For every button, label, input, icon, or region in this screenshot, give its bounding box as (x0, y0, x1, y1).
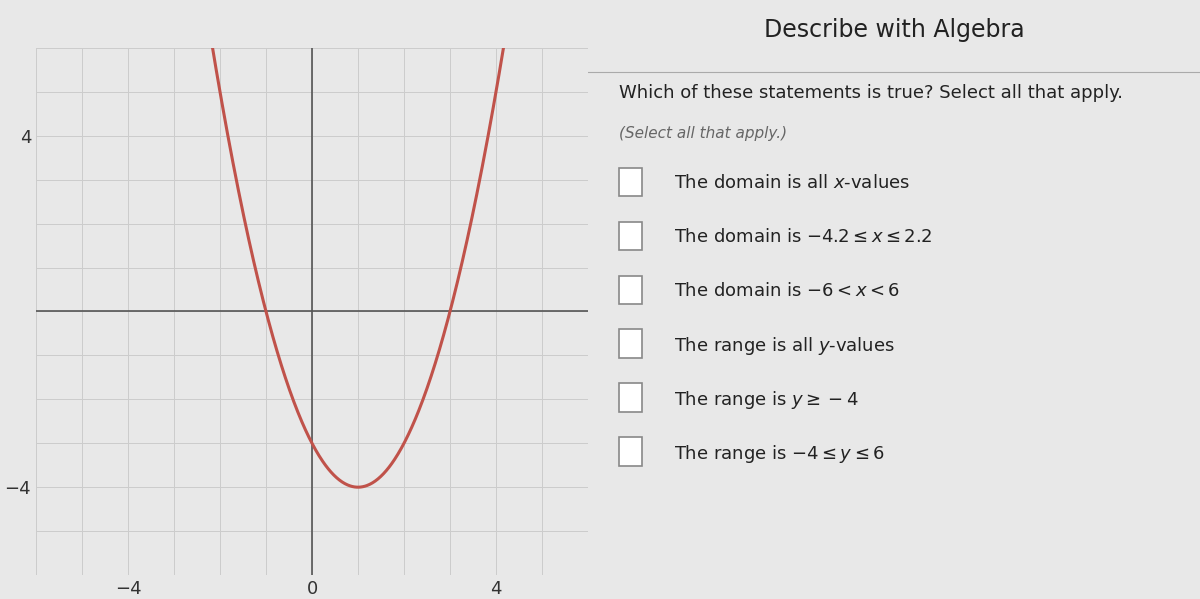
FancyBboxPatch shape (619, 222, 642, 250)
Text: The domain is $-6 < x < 6$: The domain is $-6 < x < 6$ (673, 282, 900, 300)
FancyBboxPatch shape (619, 383, 642, 412)
Text: (Select all that apply.): (Select all that apply.) (619, 126, 787, 141)
Text: The domain is all $x$-values: The domain is all $x$-values (673, 174, 910, 192)
Text: Describe with Algebra: Describe with Algebra (763, 18, 1025, 42)
Text: The domain is $-4.2 \leq x \leq 2.2$: The domain is $-4.2 \leq x \leq 2.2$ (673, 228, 931, 246)
FancyBboxPatch shape (619, 329, 642, 358)
FancyBboxPatch shape (619, 168, 642, 196)
FancyBboxPatch shape (619, 276, 642, 304)
Text: The range is $-4 \leq y \leq 6$: The range is $-4 \leq y \leq 6$ (673, 443, 884, 465)
Text: The range is all $y$-values: The range is all $y$-values (673, 335, 894, 358)
Text: Which of these statements is true? Select all that apply.: Which of these statements is true? Selec… (619, 84, 1123, 102)
FancyBboxPatch shape (619, 437, 642, 466)
Text: The range is $y \geq -4$: The range is $y \geq -4$ (673, 389, 858, 412)
